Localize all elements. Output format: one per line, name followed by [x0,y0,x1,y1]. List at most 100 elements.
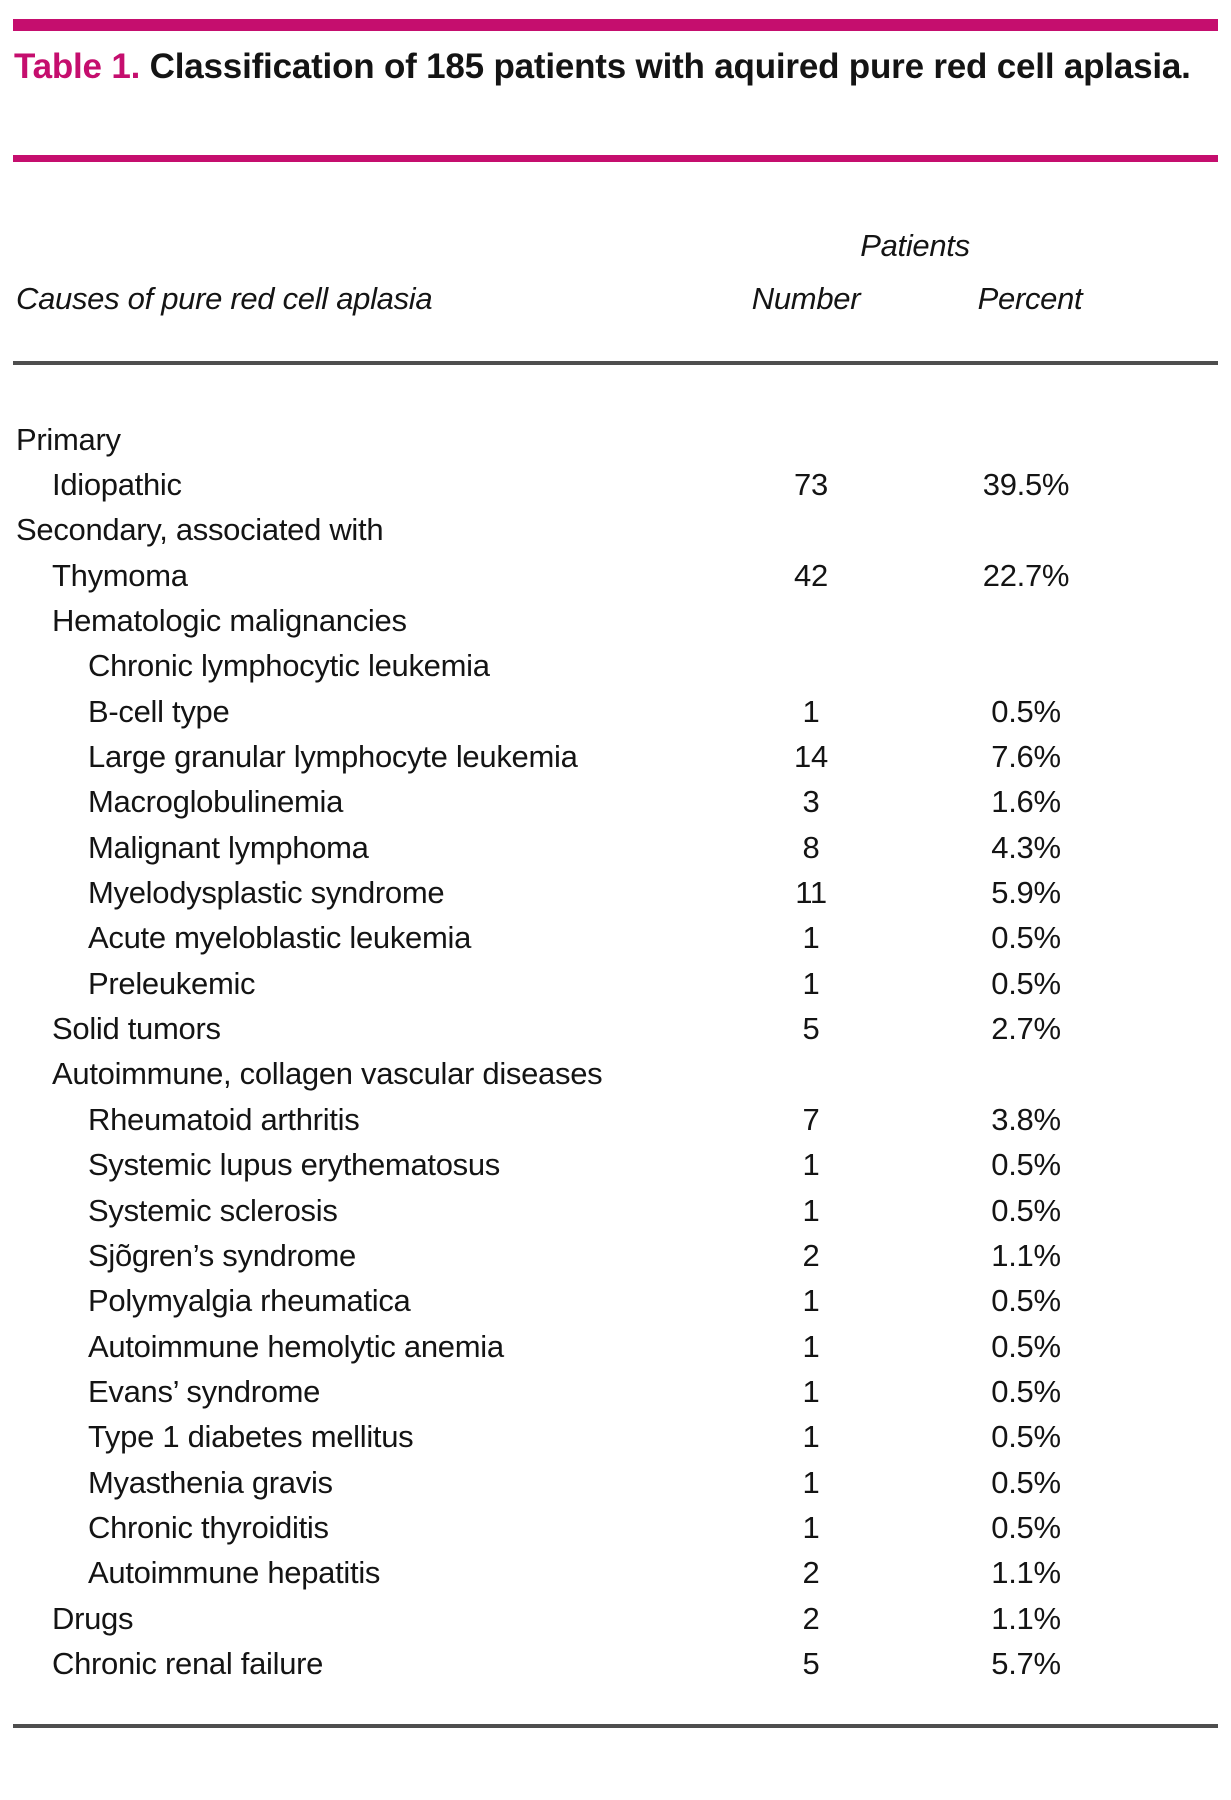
row-label: Malignant lymphoma [88,829,369,865]
accent-bar-top [13,19,1218,31]
table-row: Autoimmune hepatitis 2 1.1% [16,1551,1217,1596]
row-label: B-cell type [88,693,230,729]
patients-group-header: Patients [860,228,970,263]
row-percent: 1.1% [991,1555,1061,1591]
table-row: Primary [16,417,1217,462]
row-number: 8 [802,829,820,865]
row-label: Primary [16,421,121,457]
row-label: Sjõgren’s syndrome [88,1237,356,1273]
row-label: Thymoma [52,557,188,593]
row-percent: 0.5% [991,1373,1061,1409]
row-number: 14 [794,739,828,775]
row-percent: 0.5% [991,965,1061,1001]
row-percent: 1.6% [991,784,1061,820]
table-row: Systemic sclerosis 1 0.5% [16,1188,1217,1233]
row-percent: 39.5% [982,467,1070,503]
row-label: Solid tumors [52,1011,221,1047]
row-percent: 1.1% [991,1237,1061,1273]
row-number: 1 [802,965,820,1001]
row-percent: 5.7% [991,1645,1061,1681]
row-percent: 3.8% [991,1101,1061,1137]
row-number: 2 [802,1237,820,1273]
row-number: 1 [802,1464,820,1500]
bottom-rule [13,1724,1218,1728]
row-label: Evans’ syndrome [88,1373,321,1409]
table-row: Chronic lymphocytic leukemia [16,644,1217,689]
row-label: Type 1 diabetes mellitus [88,1419,414,1455]
row-number: 1 [802,1328,820,1364]
table-row: Sjõgren’s syndrome 2 1.1% [16,1233,1217,1278]
table-body: Primary Idiopathic 73 39.5% Secondary, a… [16,417,1217,1687]
table-row: Idiopathic 73 39.5% [16,462,1217,507]
row-percent: 0.5% [991,1419,1061,1455]
row-label: Myasthenia gravis [88,1464,333,1500]
table-row: Macroglobulinemia 3 1.6% [16,780,1217,825]
row-number: 11 [795,875,827,911]
row-number: 1 [802,1147,820,1183]
row-label: Polymyalgia rheumatica [88,1283,411,1319]
row-number: 2 [802,1555,820,1591]
row-label: Preleukemic [88,965,256,1001]
row-percent: 22.7% [982,557,1070,593]
table-row: B-cell type 1 0.5% [16,689,1217,734]
table-row: Large granular lymphocyte leukemia 14 7.… [16,734,1217,779]
header-rule [13,361,1218,365]
row-number: 73 [794,467,828,503]
table-row: Solid tumors 5 2.7% [16,1006,1217,1051]
row-number: 1 [802,1373,820,1409]
row-label: Autoimmune, collagen vascular diseases [52,1056,603,1092]
table-row: Chronic thyroiditis 1 0.5% [16,1505,1217,1550]
accent-bar-under-title [13,155,1218,162]
table-row: Malignant lymphoma 8 4.3% [16,825,1217,870]
row-label: Autoimmune hepatitis [88,1555,381,1591]
table-row: Myasthenia gravis 1 0.5% [16,1460,1217,1505]
row-percent: 7.6% [991,739,1061,775]
row-label: Myelodysplastic syndrome [88,875,445,911]
row-label: Systemic sclerosis [88,1192,338,1228]
row-percent: 0.5% [991,1192,1061,1228]
table-row: Myelodysplastic syndrome 11 5.9% [16,870,1217,915]
table-row: Autoimmune, collagen vascular diseases [16,1052,1217,1097]
row-percent: 0.5% [991,1147,1061,1183]
table-row: Systemic lupus erythematosus 1 0.5% [16,1143,1217,1188]
row-percent: 0.5% [991,920,1061,956]
row-label: Idiopathic [52,467,182,503]
table-row: Acute myeloblastic leukemia 1 0.5% [16,916,1217,961]
table-title-text: Classification of 185 patients with aqui… [149,47,1191,86]
row-number: 3 [802,784,820,820]
row-label: Secondary, associated with [16,512,384,548]
row-number: 1 [802,1509,820,1545]
percent-column-header: Percent [977,281,1083,316]
row-number: 42 [794,557,828,593]
row-label: Chronic lymphocytic leukemia [88,648,490,684]
row-percent: 2.7% [991,1011,1061,1047]
row-number: 5 [802,1011,820,1047]
row-number: 2 [802,1600,820,1636]
row-percent: 0.5% [991,1328,1061,1364]
row-number: 1 [802,920,820,956]
table-row: Polymyalgia rheumatica 1 0.5% [16,1279,1217,1324]
row-label: Large granular lymphocyte leukemia [88,739,578,775]
number-column-header: Number [751,281,861,316]
table-row: Secondary, associated with [16,508,1217,553]
table-row: Chronic renal failure 5 5.7% [16,1641,1217,1686]
row-label: Hematologic malignancies [52,603,407,639]
table-row: Evans’ syndrome 1 0.5% [16,1369,1217,1414]
table-row: Drugs 2 1.1% [16,1596,1217,1641]
table-row: Preleukemic 1 0.5% [16,961,1217,1006]
row-label: Rheumatoid arthritis [88,1101,360,1137]
table-row: Rheumatoid arthritis 7 3.8% [16,1097,1217,1142]
row-label: Chronic thyroiditis [88,1509,329,1545]
row-label: Drugs [52,1600,134,1636]
row-percent: 0.5% [991,1509,1061,1545]
row-percent: 4.3% [991,829,1061,865]
table-row: Thymoma 42 22.7% [16,553,1217,598]
row-number: 1 [802,693,820,729]
row-number: 1 [802,1283,820,1319]
table-row: Type 1 diabetes mellitus 1 0.5% [16,1415,1217,1460]
causes-column-header: Causes of pure red cell aplasia [16,281,433,316]
row-number: 1 [802,1192,820,1228]
row-percent: 1.1% [991,1600,1061,1636]
table-number-label: Table 1. [14,47,141,86]
